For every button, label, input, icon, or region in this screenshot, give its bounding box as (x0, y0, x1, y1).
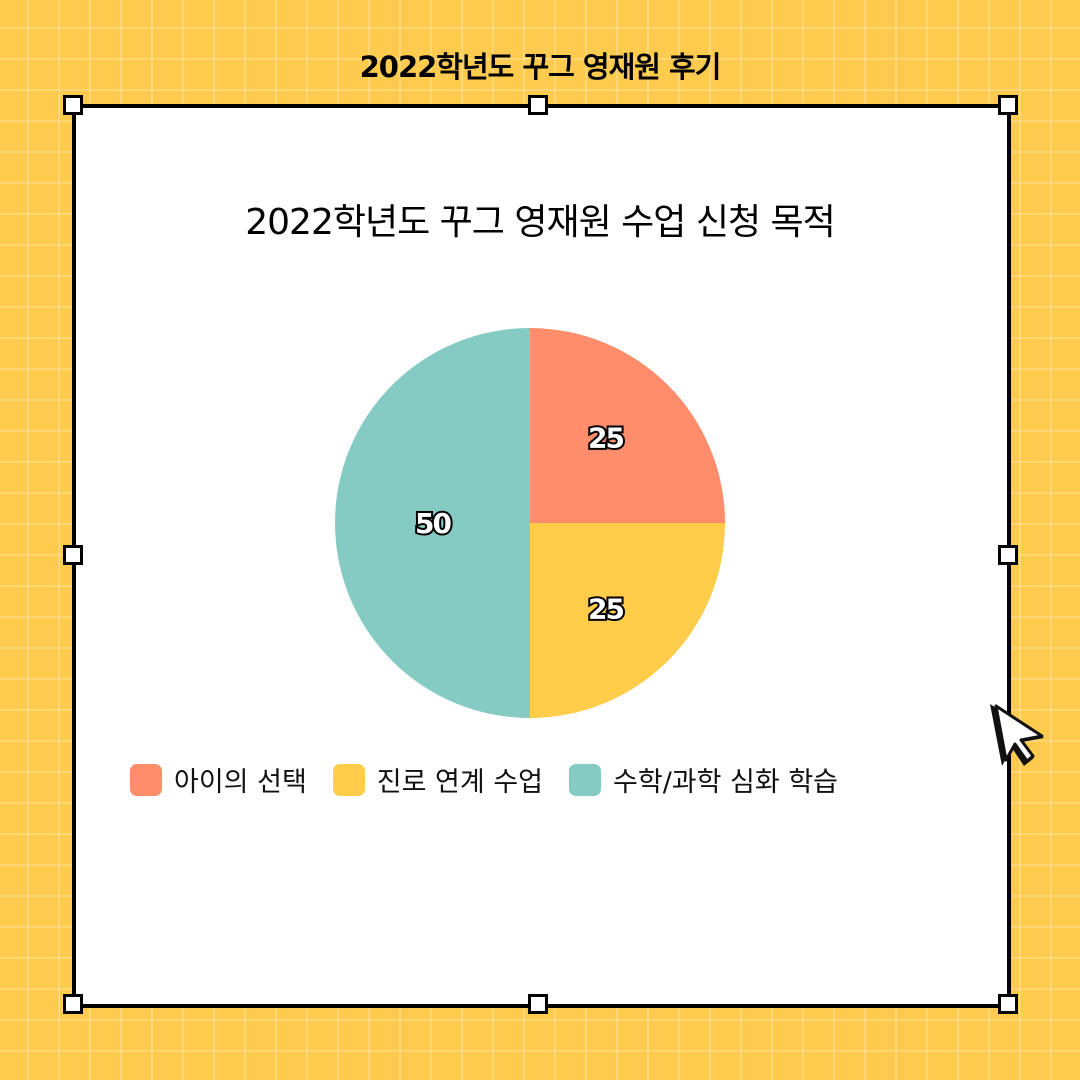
chart-title: 2022학년도 꾸그 영재원 수업 신청 목적 (245, 202, 836, 243)
mouse-pointer-icon (990, 704, 1044, 766)
pie-slice (335, 328, 530, 718)
resize-handle-tl[interactable] (63, 95, 83, 115)
resize-handle-ml[interactable] (63, 545, 83, 565)
legend-item: 아이의 선택 (130, 760, 307, 799)
legend-swatch (569, 763, 602, 796)
page-header-title: 2022학년도 꾸그 영재원 후기 (359, 50, 722, 84)
data-label: 50 (415, 507, 451, 540)
data-label: 25 (588, 592, 623, 625)
legend-label: 수학/과학 심화 학습 (613, 767, 838, 798)
legend: 아이의 선택 진로 연계 수업 수학/과학 심화 학습 (130, 760, 864, 799)
resize-handle-bl[interactable] (63, 994, 83, 1014)
pie-slice (530, 328, 725, 523)
resize-handle-tr[interactable] (998, 95, 1018, 115)
resize-handle-br[interactable] (998, 994, 1018, 1014)
legend-item: 진로 연계 수업 (332, 760, 544, 799)
legend-swatch (332, 763, 365, 796)
legend-label: 아이의 선택 (174, 767, 307, 798)
resize-handle-bm[interactable] (528, 994, 548, 1014)
legend-swatch (130, 763, 162, 796)
pie-slice (530, 523, 725, 718)
data-label: 25 (588, 422, 623, 455)
resize-handle-tm[interactable] (528, 95, 548, 115)
legend-item: 수학/과학 심화 학습 (569, 760, 838, 799)
legend-label: 진로 연계 수업 (376, 767, 544, 798)
resize-handle-mr[interactable] (998, 545, 1018, 565)
